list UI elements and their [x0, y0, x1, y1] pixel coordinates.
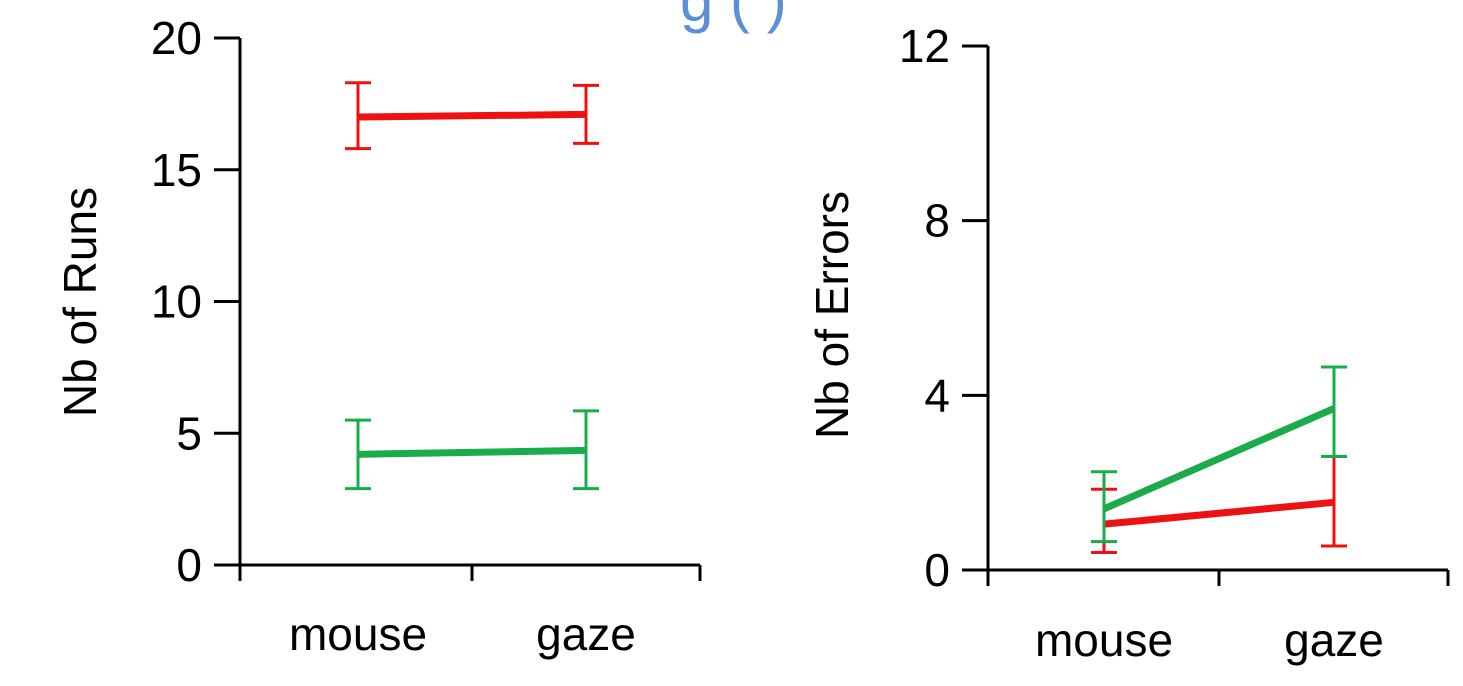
chart-runs: 0 5 10 15 20 mouse gaze Nb of Runs	[54, 12, 702, 660]
header-title-fragment: g ( )	[680, 0, 787, 34]
y-tick-label: 10	[151, 276, 202, 328]
y-axis-label: Nb of Runs	[54, 187, 106, 417]
x-category-label: gaze	[536, 608, 636, 660]
y-tick-label: 5	[176, 407, 202, 459]
chart-errors: 0 4 8 12 mouse gaze Nb of Errors	[806, 20, 1450, 666]
series-green	[1091, 365, 1347, 544]
y-axis-label: Nb of Errors	[806, 191, 858, 439]
series-line	[1103, 498, 1335, 528]
y-tick-label: 0	[176, 539, 202, 591]
y-tick-label: 20	[151, 12, 202, 64]
y-tick-label: 8	[924, 195, 950, 247]
series-line	[1102, 405, 1336, 513]
series-red	[1091, 454, 1347, 555]
x-category-label: mouse	[1035, 614, 1173, 666]
x-category-label: gaze	[1284, 614, 1384, 666]
series-red	[345, 81, 599, 151]
series-line	[357, 446, 587, 458]
y-tick-label: 0	[924, 544, 950, 596]
series-line	[357, 110, 587, 121]
y-tick-label: 4	[924, 369, 950, 421]
series-green	[345, 409, 599, 491]
y-tick-label: 15	[151, 144, 202, 196]
x-category-label: mouse	[289, 608, 427, 660]
y-tick-label: 12	[899, 20, 950, 72]
